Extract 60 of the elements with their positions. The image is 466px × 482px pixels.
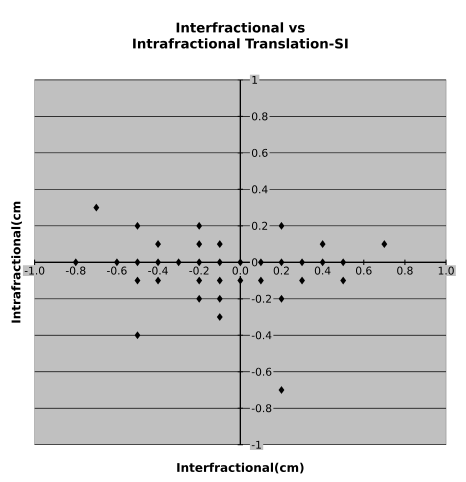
chart-title: Interfractional vs Intrafractional Translation-SI <box>133 22 348 49</box>
point <box>237 276 244 284</box>
y-tick-label: -1 <box>252 440 261 449</box>
point <box>196 258 202 266</box>
y-tick-label: -0.2 <box>252 294 271 303</box>
x-tick-label: 0.6 <box>356 266 372 275</box>
x-tick-label: 0.0 <box>232 266 248 275</box>
point <box>196 222 202 230</box>
point <box>134 332 140 339</box>
x-tick-label: 0.4 <box>314 266 330 275</box>
point <box>216 258 223 266</box>
x-tick-label: 0.8 <box>397 266 413 275</box>
point <box>216 240 223 248</box>
y-tick-label: 0.6 <box>252 148 268 157</box>
point <box>196 295 202 303</box>
point <box>196 276 202 284</box>
y-tick-label: 0 <box>252 258 258 266</box>
point <box>381 240 388 248</box>
y-tick-label: 0.4 <box>252 185 268 194</box>
point <box>258 276 264 284</box>
point <box>176 258 182 266</box>
x-tick-label: -0.8 <box>66 266 86 275</box>
point <box>278 258 284 266</box>
point <box>278 222 284 230</box>
x-tick-label: 1.0 <box>438 266 454 275</box>
point <box>258 258 264 266</box>
y-axis-title: Intrafractional(cm <box>11 202 22 323</box>
point <box>134 222 140 230</box>
point <box>216 295 223 303</box>
point <box>93 204 100 212</box>
y-tick-label: 0.8 <box>252 112 268 120</box>
point <box>216 276 223 284</box>
x-tick-label: 0.2 <box>274 266 289 275</box>
point <box>320 258 326 266</box>
point <box>114 258 120 266</box>
x-axis-title: Interfractional(cm) <box>177 462 304 474</box>
x-tick-label: -0.2 <box>189 266 209 275</box>
x-tick-label: -0.6 <box>107 266 127 275</box>
y-tick-label: -0.8 <box>252 404 272 412</box>
point <box>278 295 284 303</box>
point <box>155 276 161 284</box>
point <box>299 276 305 284</box>
y-tick-label: -0.4 <box>252 331 272 340</box>
y-tick-label: -0.6 <box>252 368 272 376</box>
y-tick-label: 0.2 <box>252 222 268 230</box>
point <box>134 276 140 284</box>
point <box>340 276 346 284</box>
point <box>278 386 284 394</box>
point <box>196 240 202 248</box>
point <box>299 258 305 266</box>
x-tick-label: -1.0 <box>24 266 44 275</box>
point <box>155 240 161 248</box>
point <box>134 258 140 266</box>
y-tick-label: 1 <box>252 76 258 84</box>
point <box>320 240 326 248</box>
point <box>216 313 223 321</box>
point <box>155 258 161 266</box>
point <box>340 258 346 266</box>
x-tick-label: -0.4 <box>148 266 168 275</box>
point <box>72 258 79 266</box>
